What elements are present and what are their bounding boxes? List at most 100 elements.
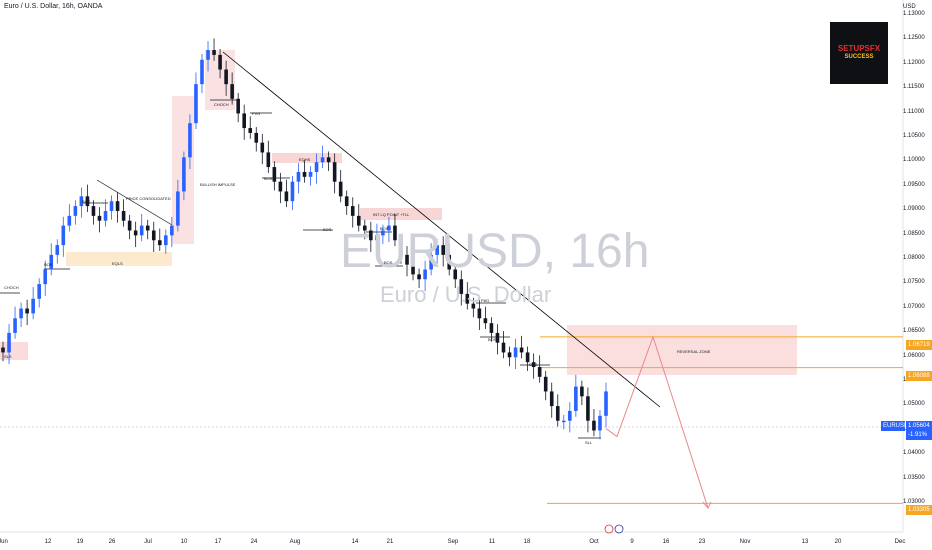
time-tick-label: 18: [523, 539, 531, 545]
price-tick-label: 1.09000: [903, 206, 925, 213]
candle-body: [453, 269, 458, 280]
candle-body: [284, 191, 289, 202]
price-axis-unit: USD: [903, 4, 916, 10]
annotation-price-consolidated: PRICE CONSOLIDATED: [126, 196, 171, 201]
candle-body: [248, 128, 253, 133]
annotation-fvg: FVG: [481, 298, 490, 303]
descending-trendline: [222, 51, 661, 408]
time-tick-label: 14: [351, 539, 359, 545]
candle-body: [73, 206, 78, 216]
eql-zone: [66, 252, 172, 266]
candle-body: [501, 342, 506, 353]
candle-body: [278, 181, 283, 192]
candle-body: [67, 215, 72, 226]
candle-body: [531, 362, 536, 368]
candle-body: [194, 84, 198, 124]
price-tick-label: 1.11000: [903, 108, 925, 115]
candle-body: [43, 269, 48, 285]
price-tick-label: 1.09500: [903, 181, 925, 188]
candle-body: [399, 240, 403, 255]
candle-body: [344, 196, 349, 207]
candle-body: [1, 347, 5, 353]
candle-body: [483, 318, 488, 324]
candle-body: [236, 98, 240, 114]
annotation-bos: BOS: [44, 262, 53, 267]
candle-body: [435, 245, 439, 255]
candle-body: [31, 298, 35, 314]
candle-body: [356, 215, 361, 226]
level-tag-lower: 1.06088: [906, 371, 932, 381]
projection-path: [605, 335, 709, 509]
time-tick-label: Dec: [894, 539, 906, 545]
candle-body: [549, 391, 554, 407]
annotation-eqhs: EQHS: [299, 157, 311, 162]
candle-body: [308, 171, 313, 177]
time-tick-label: 19: [76, 539, 84, 545]
annotation-fvg: FVG: [252, 111, 261, 116]
candle-body: [411, 264, 415, 275]
candle-body: [320, 157, 325, 163]
annotation-int-lq-point: INT LQ POINT +TLL: [373, 212, 410, 217]
candle-body: [574, 386, 578, 411]
candle-body: [338, 181, 343, 197]
watermark-symbol: EURUSD, 16h: [340, 225, 650, 278]
price-tick-label: 1.03500: [903, 474, 925, 481]
time-tick-label: Nov: [739, 539, 751, 545]
candle-body: [393, 225, 397, 241]
candle-body: [471, 303, 476, 309]
candle-body: [13, 318, 17, 333]
candle-body: [224, 69, 228, 85]
candle-body: [242, 113, 246, 129]
annotation-bos: BOS: [384, 260, 393, 265]
candle-body: [55, 245, 60, 255]
candle-body: [507, 352, 512, 358]
structure-line: [96, 179, 173, 226]
candle-body: [25, 308, 29, 314]
candle-body: [19, 308, 23, 319]
price-tick-label: 1.10500: [903, 133, 925, 139]
candle-body: [91, 206, 96, 216]
time-tick-label: 11: [488, 539, 496, 545]
annotation-eqls: EQLS: [112, 261, 123, 266]
price-tick-label: 1.11500: [903, 84, 925, 91]
annotation-bos: BOS: [323, 227, 332, 232]
chart-title: Euro / U.S. Dollar, 16h, OANDA: [4, 3, 103, 10]
candle-body: [133, 230, 138, 236]
candle-body: [206, 50, 210, 60]
target-level-tag: 1.03305: [906, 505, 932, 515]
sls-zone: [0, 342, 28, 360]
candle-body: [363, 225, 367, 231]
price-tick-label: 1.03000: [903, 499, 925, 505]
time-tick-label: 20: [834, 539, 842, 545]
candle-body: [7, 332, 11, 353]
candle-body: [519, 347, 524, 353]
candle-body: [296, 171, 301, 182]
candle-body: [332, 162, 337, 182]
candle-body: [417, 274, 421, 280]
time-tick-label: 21: [386, 539, 394, 545]
candle-body: [272, 167, 277, 182]
time-tick-label: 9: [630, 539, 634, 545]
price-tick-label: 1.08000: [903, 255, 925, 261]
candle-body: [525, 352, 530, 363]
time-tick-label: Jun: [0, 539, 8, 545]
time-tick-label: 10: [180, 539, 188, 545]
candle-body: [188, 123, 192, 158]
candle-body: [459, 279, 464, 294]
price-tick-label: 1.05000: [903, 401, 925, 408]
price-tick-label: 1.10000: [903, 157, 925, 164]
annotation-bos: BOS: [82, 199, 91, 204]
candle-body: [109, 201, 114, 211]
annotation-bos: BOS: [529, 362, 538, 367]
candle-body: [157, 240, 162, 246]
eqh-zone: [272, 153, 342, 163]
time-tick-label: Aug: [289, 539, 301, 545]
candle-body: [441, 245, 445, 255]
candle-body: [592, 420, 596, 431]
event-flag-icon: [604, 524, 614, 534]
price-tick-label: 1.12500: [903, 35, 925, 42]
time-tick-label: Sep: [447, 539, 459, 545]
candle-body: [127, 220, 132, 231]
price-tick-label: 1.13000: [903, 11, 925, 17]
